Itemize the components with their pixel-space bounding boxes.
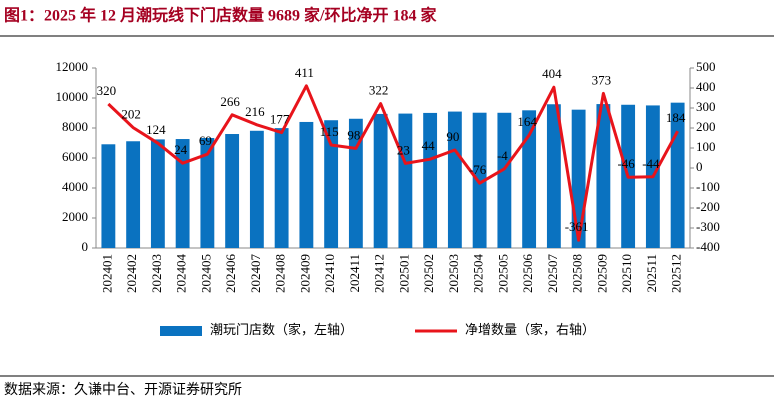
data-label: 404 <box>542 66 562 81</box>
y2-tick-label: -200 <box>696 199 720 214</box>
data-label: -361 <box>565 219 589 234</box>
x-tick-label: 202502 <box>421 254 436 293</box>
x-tick-label: 202411 <box>347 254 362 293</box>
x-tick-label: 202501 <box>396 254 411 293</box>
x-tick-label: 202407 <box>248 254 263 294</box>
bar <box>150 139 165 248</box>
data-label: 322 <box>369 83 389 98</box>
y-tick-label: 2000 <box>62 209 88 224</box>
y2-tick-label: 400 <box>696 79 716 94</box>
y-tick-label: 6000 <box>62 149 88 164</box>
data-label: 98 <box>347 127 360 142</box>
x-tick-label: 202512 <box>669 254 684 293</box>
x-tick-label: 202406 <box>223 254 238 294</box>
x-tick-label: 202402 <box>124 254 139 293</box>
bar <box>497 112 512 249</box>
data-label: -46 <box>617 156 635 171</box>
bar <box>324 120 339 248</box>
bar <box>126 141 141 248</box>
chart-title: 图1：2025 年 12 月潮玩线下门店数量 9689 家/环比净开 184 家 <box>4 6 437 25</box>
data-label: 90 <box>446 129 459 144</box>
bar <box>472 112 487 248</box>
data-label: 24 <box>174 142 188 157</box>
y-tick-label: 4000 <box>62 179 88 194</box>
y2-tick-label: 100 <box>696 139 716 154</box>
line <box>107 84 679 242</box>
bar <box>423 112 438 248</box>
x-tick-label: 202509 <box>594 254 609 293</box>
x-tick-label: 202506 <box>520 254 535 294</box>
y2-tick-label: -300 <box>696 219 720 234</box>
x-tick-label: 202508 <box>570 254 585 293</box>
bar <box>398 113 413 249</box>
data-label: -44 <box>642 156 660 171</box>
x-tick-label: 202510 <box>619 254 634 293</box>
y-tick-label: 8000 <box>62 119 88 134</box>
x-tick-label: 202505 <box>495 254 510 293</box>
y2-tick-label: 300 <box>696 99 716 114</box>
data-label: 320 <box>97 83 117 98</box>
x-tick-label: 202408 <box>273 254 288 293</box>
x-tick-label: 202405 <box>198 254 213 293</box>
bar <box>299 121 314 248</box>
data-label: 44 <box>422 138 436 153</box>
x-tick-label: 202409 <box>297 254 312 293</box>
data-label: -76 <box>469 162 487 177</box>
bar <box>522 110 537 248</box>
x-tick-label: 202504 <box>471 254 486 294</box>
y2-tick-label: -400 <box>696 239 720 254</box>
data-label: 184 <box>666 110 686 125</box>
data-label: 23 <box>397 142 410 157</box>
y-tick-label: 0 <box>82 239 89 254</box>
bar <box>200 138 215 248</box>
data-label: 124 <box>146 122 166 137</box>
y-tick-label: 10000 <box>56 89 89 104</box>
x-tick-label: 202503 <box>446 254 461 293</box>
legend-swatch <box>160 326 202 336</box>
legend-label: 潮玩门店数（家，左轴） <box>210 322 353 337</box>
y2-tick-label: 0 <box>696 159 703 174</box>
y2-tick-label: -100 <box>696 179 720 194</box>
bar <box>175 139 190 248</box>
data-label: -4 <box>497 148 508 163</box>
y2-tick-label: 500 <box>696 59 716 74</box>
data-label: 411 <box>295 65 314 80</box>
bar <box>249 130 264 248</box>
y-tick-label: 12000 <box>56 59 89 74</box>
x-tick-label: 202511 <box>644 254 659 293</box>
legend-label: 净增数量（家，右轴） <box>465 322 595 337</box>
bar <box>225 134 240 248</box>
data-label: 177 <box>270 112 290 127</box>
bar <box>348 118 363 248</box>
x-tick-label: 202412 <box>372 254 387 293</box>
data-label: 69 <box>199 133 212 148</box>
y2-tick-label: 200 <box>696 119 716 134</box>
bar <box>447 111 462 248</box>
x-tick-label: 202403 <box>149 254 164 293</box>
bar <box>274 128 289 248</box>
x-tick-label: 202404 <box>174 254 189 294</box>
bar <box>596 104 611 248</box>
data-label: 164 <box>517 114 537 129</box>
x-tick-label: 202410 <box>322 254 337 293</box>
x-tick-label: 202507 <box>545 254 560 294</box>
data-label: 266 <box>220 94 240 109</box>
data-label: 115 <box>320 124 339 139</box>
bar <box>373 113 388 249</box>
bar <box>546 104 561 248</box>
data-label: 202 <box>121 107 141 122</box>
source: 数据来源：久谦中台、开源证券研究所 <box>4 382 242 398</box>
x-tick-label: 202401 <box>99 254 114 293</box>
data-label: 216 <box>245 104 265 119</box>
data-label: 373 <box>592 72 612 87</box>
bar <box>101 144 116 248</box>
